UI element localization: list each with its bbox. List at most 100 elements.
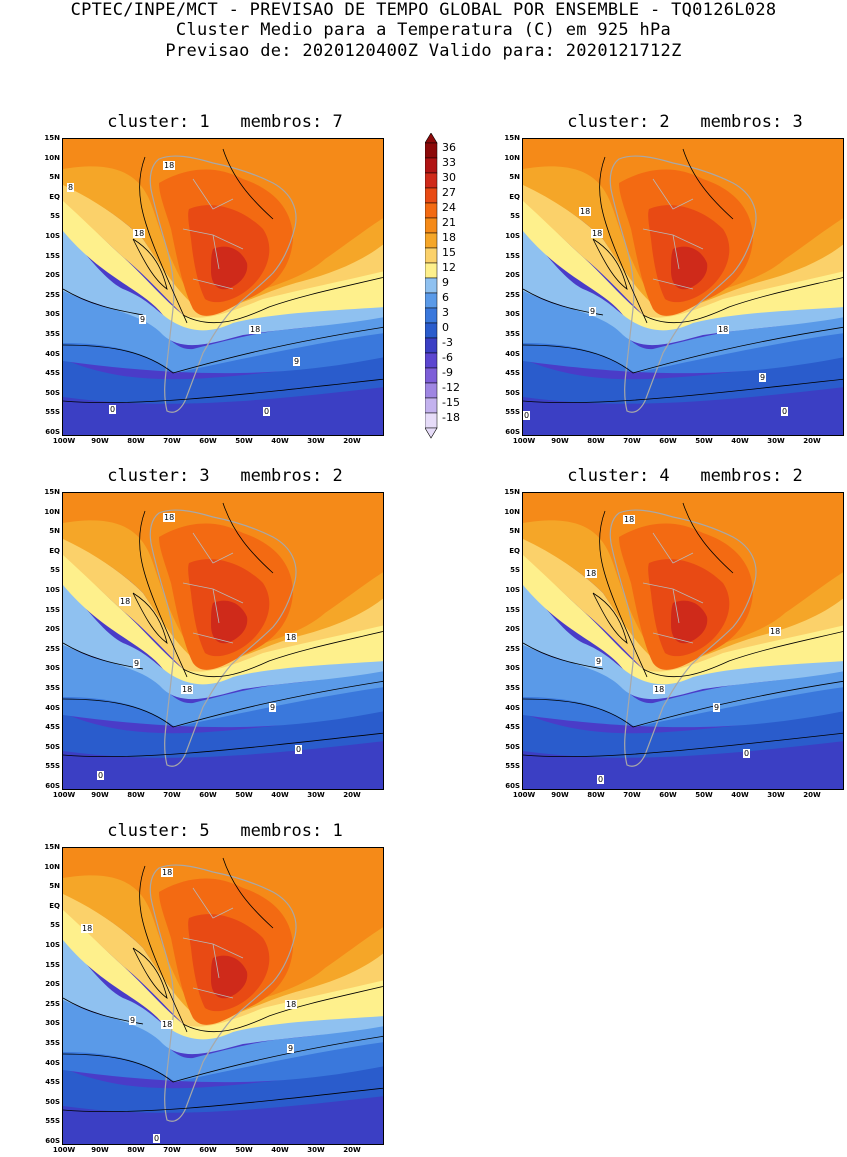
lat-tick-label: 25S [45, 290, 60, 299]
lat-tick-label: 5N [49, 882, 60, 891]
isotherm [599, 156, 648, 324]
lon-tick-label: 60W [199, 437, 217, 445]
isotherm [132, 947, 168, 999]
isotherm [63, 378, 383, 404]
isotherm [592, 592, 628, 644]
lat-tick-label: 25S [45, 999, 60, 1008]
lon-tick-label: 20W [803, 437, 821, 445]
lat-tick-label: 5N [49, 527, 60, 536]
country-borders [182, 887, 244, 999]
lon-tick-label: 90W [91, 1146, 109, 1154]
colorbar-swatch [425, 172, 438, 189]
colorbar-label: -18 [442, 411, 460, 424]
contour-label: 18 [769, 627, 782, 636]
lon-tick-label: 60W [659, 791, 677, 799]
colorbar-label: 21 [442, 216, 456, 229]
colorbar-swatch [425, 202, 438, 219]
lat-tick-label: 20S [505, 625, 520, 634]
lon-tick-label: 30W [307, 1146, 325, 1154]
lat-tick-label: 35S [45, 1039, 60, 1047]
lat-tick-label: 50S [45, 388, 60, 397]
colorbar-swatch [425, 397, 438, 414]
lat-tick-label: 5S [510, 566, 520, 575]
colorbar-label: -9 [442, 366, 453, 379]
colorbar-swatch [425, 247, 438, 264]
temperature-band [63, 1040, 383, 1083]
temperature-band [671, 246, 708, 290]
colorbar-label: 12 [442, 261, 456, 274]
lat-tick-label: 20S [45, 625, 60, 634]
map-panel-4: 18 18 18 9 18 9 0 0 [522, 492, 844, 790]
contour-label: 0 [597, 775, 605, 784]
temperature-band [523, 355, 843, 404]
temperature-band [523, 183, 843, 318]
colorbar-label: 18 [442, 231, 456, 244]
temperature-field-5 [63, 848, 383, 1144]
temperature-band [523, 685, 843, 728]
lat-tick-label: 55S [505, 762, 520, 771]
colorbar-label: 9 [442, 276, 449, 289]
lon-tick-label: 80W [127, 791, 145, 799]
lat-tick-label: 25S [505, 644, 520, 653]
temperature-band [63, 998, 383, 1082]
map-panel-1: 18 8 18 9 18 9 0 0 [62, 138, 384, 436]
lon-tick-label: 50W [695, 791, 713, 799]
lat-tick-label: EQ [49, 546, 60, 555]
colorbar-swatch [425, 142, 438, 159]
lat-tick-label: 15N [44, 488, 60, 496]
lat-tick-label: 15S [505, 605, 520, 614]
temperature-field-2 [523, 139, 843, 435]
temperature-band [523, 643, 843, 727]
contour-label: 9 [713, 703, 721, 712]
country-borders [182, 532, 244, 644]
contour-label: 9 [589, 307, 597, 316]
isotherm [139, 510, 188, 678]
lat-tick-label: 45S [45, 1078, 60, 1087]
temperature-band [523, 583, 843, 700]
colorbar-label: 0 [442, 321, 449, 334]
colorbar-swatch [425, 232, 438, 249]
lon-tick-label: 40W [271, 1146, 289, 1154]
lat-tick-label: 35S [45, 330, 60, 338]
isotherm [523, 642, 604, 670]
contour-label: 18 [717, 325, 730, 334]
temperature-field-3 [63, 493, 383, 789]
lon-tick-label: 50W [235, 437, 253, 445]
lat-tick-label: 25S [45, 644, 60, 653]
isotherm [222, 148, 274, 220]
lat-tick-label: 10S [505, 586, 520, 594]
lat-tick-label: 30S [45, 310, 60, 319]
isotherm [222, 857, 274, 929]
lat-tick-label: 5N [49, 173, 60, 182]
lat-tick-label: 5N [509, 527, 520, 536]
contour-label: 18 [81, 924, 94, 933]
isotherm [63, 997, 144, 1025]
lat-tick-label: 25S [505, 290, 520, 299]
colorbar-swatch [425, 262, 438, 279]
colorbar-swatch [425, 217, 438, 234]
colorbar-swatch [425, 307, 438, 324]
temperature-band [63, 938, 383, 1055]
colorbar-swatch [425, 277, 438, 294]
lon-tick-label: 100W [512, 437, 536, 445]
lon-tick-label: 40W [271, 437, 289, 445]
lon-tick-label: 20W [343, 437, 361, 445]
contour-label: 0 [153, 1134, 161, 1143]
map-panel-2: 18 18 9 18 9 0 0 [522, 138, 844, 436]
temperature-field-1 [63, 139, 383, 435]
lon-tick-label: 80W [127, 437, 145, 445]
lat-tick-label: 20S [45, 980, 60, 989]
colorbar-label: -3 [442, 336, 453, 349]
temperature-band [63, 183, 383, 318]
lat-tick-label: 10N [44, 862, 60, 871]
isotherm [63, 732, 383, 758]
temperature-band [63, 709, 383, 758]
lon-tick-label: 70W [623, 437, 641, 445]
temperature-band [523, 331, 843, 374]
lon-tick-label: 80W [587, 791, 605, 799]
colorbar-label: -12 [442, 381, 460, 394]
colorbar-label: 6 [442, 291, 449, 304]
contour-label: 0 [295, 745, 303, 754]
isotherm [222, 502, 274, 574]
isotherm [642, 631, 843, 677]
